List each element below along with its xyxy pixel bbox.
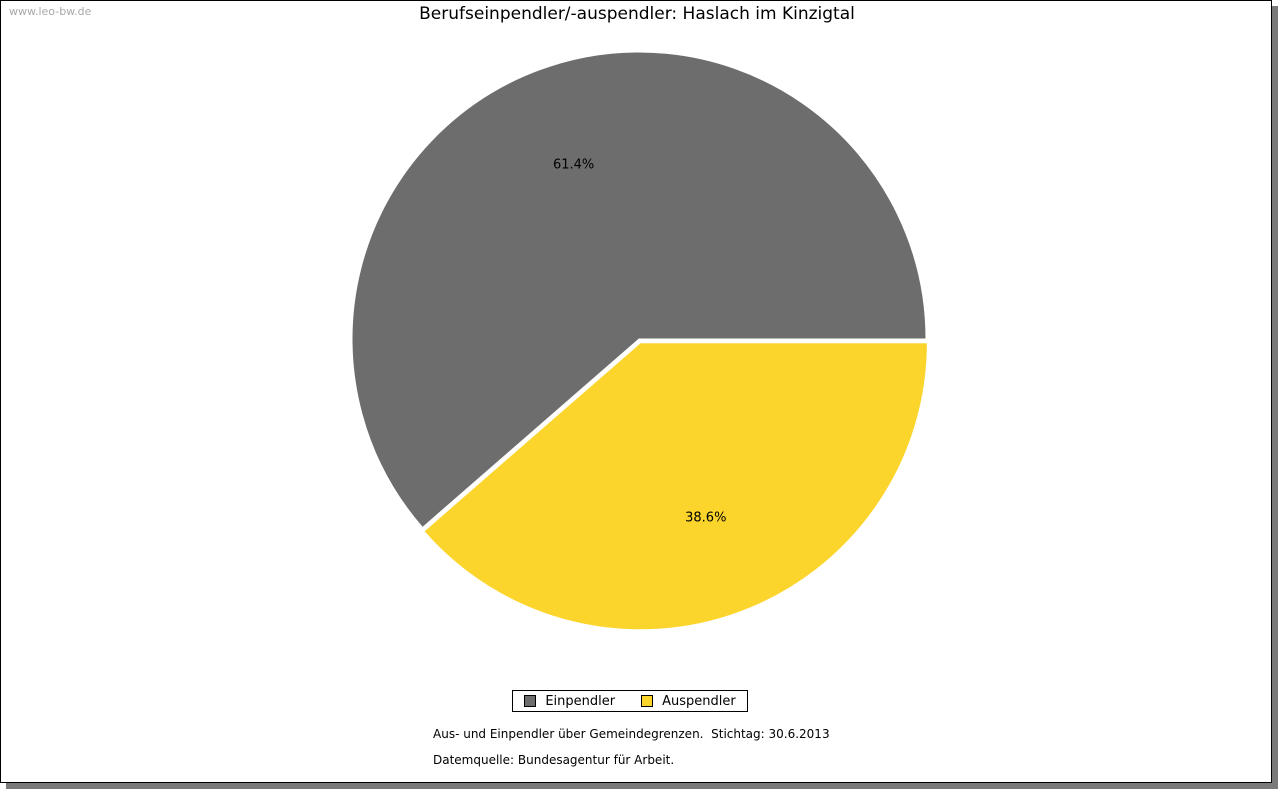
legend-swatch-auspendler xyxy=(641,695,654,707)
chart-title: Berufseinpendler/-auspendler: Haslach im… xyxy=(419,4,855,24)
legend-item-einpendler: Einpendler xyxy=(524,694,615,709)
footnote-source: Datemquelle: Bundesagentur für Arbeit. xyxy=(433,753,675,767)
watermark-text: www.leo-bw.de xyxy=(9,5,92,18)
pie-slice-auspendler xyxy=(423,342,928,631)
pie-slice-einpendler xyxy=(351,51,927,529)
pie-label-einpendler: 61.4% xyxy=(553,157,594,172)
legend-item-auspendler: Auspendler xyxy=(641,694,736,709)
legend-label-einpendler: Einpendler xyxy=(545,693,616,709)
pie-label-auspendler: 38.6% xyxy=(685,510,726,525)
legend-swatch-einpendler xyxy=(524,695,537,707)
legend: Einpendler Auspendler xyxy=(512,690,748,712)
legend-label-auspendler: Auspendler xyxy=(662,693,736,709)
footnote-period: Aus- und Einpendler über Gemeindegrenzen… xyxy=(433,727,830,741)
